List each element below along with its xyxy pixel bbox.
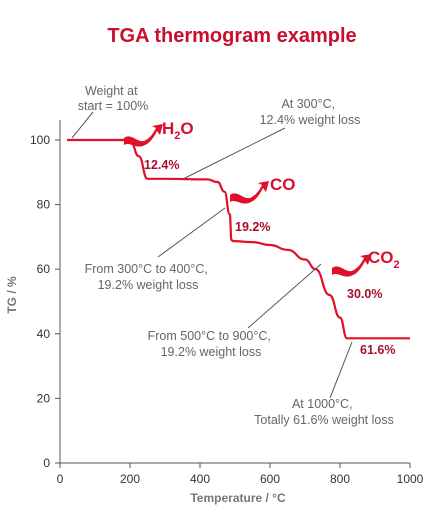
annotation-start-line: Weight at — [85, 84, 138, 98]
y-tick-label: 80 — [37, 198, 51, 212]
y-tick-label: 60 — [37, 262, 51, 276]
chart-title: TGA thermogram example — [107, 25, 356, 47]
y-tick-label: 0 — [43, 456, 50, 470]
annotation-at1000-line: Totally 61.6% weight loss — [254, 413, 394, 427]
annotation-from500-line: 19.2% weight loss — [161, 345, 262, 359]
annotation-from500: From 500°C to 900°C, 19.2% weight loss — [148, 329, 275, 359]
annotation-start-line: start = 100% — [78, 99, 149, 113]
step-co2: CO2 30.0% — [332, 248, 400, 301]
curved-arrow-icon — [124, 124, 163, 147]
curved-arrow-icon — [332, 254, 371, 277]
y-tick-label: 20 — [37, 391, 51, 405]
annotation-from300: From 300°C to 400°C, 19.2% weight loss — [85, 262, 212, 292]
x-tick-label: 200 — [120, 472, 140, 486]
leader-start — [71, 111, 94, 139]
x-tick-label: 400 — [190, 472, 210, 486]
annotation-at1000-line: At 1000°C, — [292, 397, 353, 411]
step-co: CO 19.2% — [230, 175, 296, 234]
annotation-start: Weight at start = 100% — [78, 84, 149, 113]
leader-at300 — [182, 127, 286, 180]
gas-label-co: CO — [270, 175, 296, 194]
y-axis-label: TG / % — [5, 276, 19, 314]
leader-from500 — [247, 263, 322, 329]
leader-from300 — [157, 207, 226, 258]
x-tick-label: 0 — [57, 472, 64, 486]
x-tick-label: 600 — [260, 472, 280, 486]
loss-label-co2: 30.0% — [347, 287, 382, 301]
loss-label-h2o: 12.4% — [144, 158, 179, 172]
y-axis-ticks: 0 20 40 60 80 100 — [30, 133, 60, 470]
y-tick-label: 40 — [37, 327, 51, 341]
x-axis-label: Temperature / °C — [190, 491, 286, 505]
step-h2o: H2O 12.4% — [124, 119, 194, 172]
x-axis-ticks: 0 200 400 600 800 1000 — [57, 463, 424, 486]
curved-arrow-icon — [230, 181, 269, 204]
x-tick-label: 1000 — [397, 472, 424, 486]
leader-at1000 — [329, 341, 353, 399]
gas-label-h2o: H2O — [162, 119, 194, 142]
y-tick-label: 100 — [30, 133, 50, 147]
annotation-from500-line: From 500°C to 900°C, — [148, 329, 271, 343]
loss-label-co: 19.2% — [235, 220, 270, 234]
tg-curve-series — [67, 138, 410, 340]
annotation-at300-line: At 300°C, — [281, 97, 335, 111]
gas-label-co2: CO2 — [368, 248, 400, 271]
final-value-label: 61.6% — [360, 343, 395, 357]
annotation-from300-line: From 300°C to 400°C, — [85, 262, 208, 276]
annotation-at300: At 300°C, 12.4% weight loss — [260, 97, 361, 127]
annotation-at300-line: 12.4% weight loss — [260, 113, 361, 127]
x-tick-label: 800 — [330, 472, 350, 486]
annotation-from300-line: 19.2% weight loss — [98, 278, 199, 292]
annotation-at1000: At 1000°C, Totally 61.6% weight loss — [254, 397, 394, 427]
